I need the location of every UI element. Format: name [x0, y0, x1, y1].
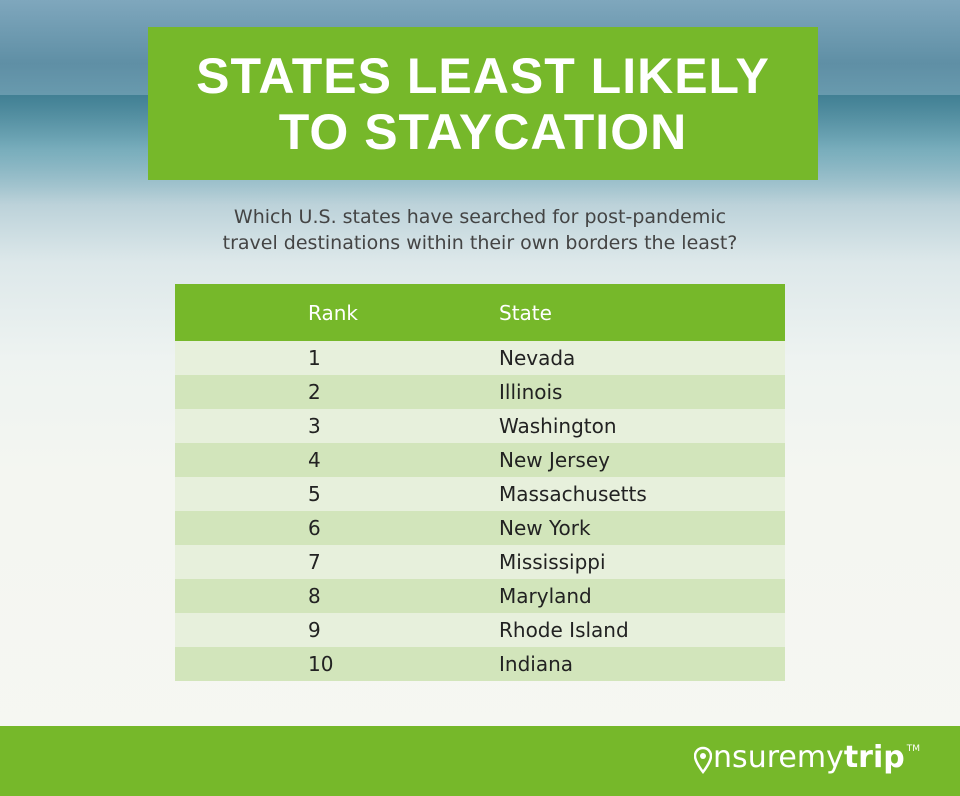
- table-row: 7 Mississippi: [175, 545, 785, 579]
- rank-cell: 9: [308, 618, 321, 642]
- rank-cell: 4: [308, 448, 321, 472]
- footer: nsuremy trip TM: [0, 726, 960, 796]
- table-row: 4 New Jersey: [175, 443, 785, 477]
- rank-cell: 5: [308, 482, 321, 506]
- table-row: 1 Nevada: [175, 341, 785, 375]
- title-line: STATES LEAST LIKELY: [196, 47, 770, 104]
- rank-cell: 7: [308, 550, 321, 574]
- state-cell: Massachusetts: [499, 482, 647, 506]
- rank-cell: 3: [308, 414, 321, 438]
- rank-cell: 8: [308, 584, 321, 608]
- table-row: 5 Massachusetts: [175, 477, 785, 511]
- rank-cell: 10: [308, 652, 334, 676]
- logo: nsuremy trip TM: [694, 740, 920, 776]
- table-row: 2 Illinois: [175, 375, 785, 409]
- table-row: 3 Washington: [175, 409, 785, 443]
- column-header: State: [499, 300, 552, 325]
- logo-text: nsuremy: [713, 740, 844, 775]
- state-cell: Washington: [499, 414, 617, 438]
- subtitle-line: Which U.S. states have searched for post…: [233, 206, 727, 228]
- title-line: TO STAYCATION: [278, 103, 688, 160]
- header-row: Rank State: [175, 284, 785, 341]
- table-row: 8 Maryland: [175, 579, 785, 613]
- state-cell: Maryland: [499, 584, 592, 608]
- table-row: 6 New York: [175, 511, 785, 545]
- state-cell: Illinois: [499, 380, 563, 404]
- table-row: 10 Indiana: [175, 647, 785, 681]
- state-cell: Mississippi: [499, 550, 606, 574]
- title-box: STATES LEAST LIKELY TO STAYCATION: [148, 27, 818, 180]
- state-cell: Nevada: [499, 346, 576, 370]
- pin-icon: [694, 746, 713, 775]
- state-cell: New Jersey: [499, 448, 610, 472]
- rank-cell: 1: [308, 346, 321, 370]
- state-cell: Rhode Island: [499, 618, 629, 642]
- table: Rank State 1 Nevada 2 Illinois 3 Washington 4 N…: [175, 284, 785, 681]
- rank-cell: 2: [308, 380, 321, 404]
- rank-cell: 6: [308, 516, 321, 540]
- subtitle-line: travel destinations within their own bor…: [222, 232, 738, 254]
- state-cell: New York: [499, 516, 591, 540]
- logo-text-bold: trip: [843, 740, 905, 775]
- trademark: TM: [906, 744, 920, 754]
- column-header: Rank: [308, 300, 358, 325]
- table-row: 9 Rhode Island: [175, 613, 785, 647]
- subtitle: Which U.S. states have searched for post…: [0, 204, 960, 256]
- state-cell: Indiana: [499, 652, 574, 676]
